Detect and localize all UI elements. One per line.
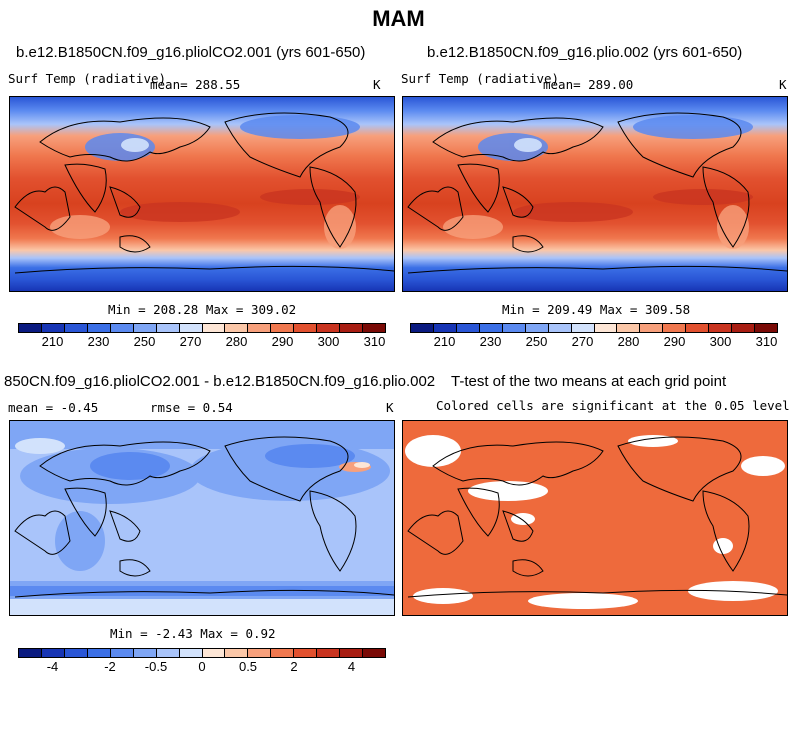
- colorbar-tick-label: 280: [225, 334, 248, 349]
- colorbar-tick-label: 210: [433, 334, 456, 349]
- colorbar-tick-label: 280: [617, 334, 640, 349]
- colorbar-swatch: [709, 324, 733, 332]
- colorbar-swatch: [133, 649, 157, 657]
- colorbar-swatch: [340, 324, 364, 332]
- colorbar-swatch: [294, 649, 318, 657]
- colorbar-tick-label: 210: [41, 334, 64, 349]
- colorbar-swatch: [732, 324, 756, 332]
- colorbar-swatch: [456, 324, 480, 332]
- colorbar-swatch: [479, 324, 503, 332]
- colorbar-tick-label: 2: [290, 659, 298, 674]
- panel1-map: [9, 96, 395, 292]
- colorbar-swatch: [617, 324, 641, 332]
- colorbar-swatch: [502, 324, 526, 332]
- colorbar-swatch: [110, 324, 134, 332]
- colorbar-swatch: [225, 324, 249, 332]
- colorbar-tick-label: 300: [317, 334, 340, 349]
- colorbar-swatch: [433, 324, 457, 332]
- colorbar-swatch: [41, 324, 65, 332]
- colorbar-swatch: [225, 649, 249, 657]
- colorbar-swatch: [271, 324, 295, 332]
- colorbar-swatch: [594, 324, 618, 332]
- colorbar-swatch: [179, 649, 203, 657]
- panel3-mean: mean = -0.45: [8, 400, 99, 415]
- colorbar-tick-label: 270: [571, 334, 594, 349]
- panel3-units: K: [386, 400, 394, 415]
- panel3-title: 850CN.f09_g16.pliolCO2.001 - b.e12.B1850…: [4, 373, 436, 390]
- colorbar-swatch: [248, 649, 272, 657]
- panel1-title: b.e12.B1850CN.f09_g16.pliolCO2.001 (yrs …: [16, 44, 366, 61]
- panel1-mean: mean= 288.55: [150, 77, 241, 92]
- panel2-units: K: [779, 77, 787, 92]
- colorbar-swatch: [64, 324, 88, 332]
- colorbar-swatch: [755, 324, 777, 332]
- colorbar-swatch: [179, 324, 203, 332]
- colorbar-swatch: [271, 649, 295, 657]
- colorbar-swatch: [64, 649, 88, 657]
- colorbar-swatch: [19, 649, 42, 657]
- colorbar-tick-label: 250: [133, 334, 156, 349]
- colorbar-swatch: [41, 649, 65, 657]
- colorbar-swatch: [294, 324, 318, 332]
- colorbar-tick-label: 310: [755, 334, 778, 349]
- colorbar-swatch: [525, 324, 549, 332]
- panel3-colorbar: [18, 648, 386, 658]
- colorbar-swatch: [202, 324, 226, 332]
- colorbar-tick-label: 230: [479, 334, 502, 349]
- panel2-colorbar: [410, 323, 778, 333]
- colorbar-swatch: [363, 324, 385, 332]
- colorbar-swatch: [317, 649, 341, 657]
- colorbar-swatch: [411, 324, 434, 332]
- colorbar-swatch: [87, 324, 111, 332]
- panel2-mean: mean= 289.00: [543, 77, 634, 92]
- colorbar-tick-label: 270: [179, 334, 202, 349]
- colorbar-tick-label: 0.5: [238, 659, 258, 674]
- panel3-map: [9, 420, 395, 616]
- panel1-minmax: Min = 208.28 Max = 309.02: [108, 302, 297, 317]
- panel2-minmax: Min = 209.49 Max = 309.58: [502, 302, 691, 317]
- panel4-subtitle: Colored cells are significant at the 0.0…: [436, 398, 790, 413]
- colorbar-tick-label: 0: [198, 659, 206, 674]
- colorbar-swatch: [202, 649, 226, 657]
- colorbar-tick-label: 300: [709, 334, 732, 349]
- colorbar-swatch: [571, 324, 595, 332]
- colorbar-swatch: [248, 324, 272, 332]
- colorbar-tick-label: 310: [363, 334, 386, 349]
- colorbar-tick-label: 4: [347, 659, 356, 674]
- colorbar-tick-label: 250: [525, 334, 548, 349]
- colorbar-swatch: [133, 324, 157, 332]
- colorbar-tick-label: 230: [87, 334, 110, 349]
- panel2-title: b.e12.B1850CN.f09_g16.plio.002 (yrs 601-…: [427, 44, 743, 61]
- colorbar-swatch: [110, 649, 134, 657]
- panel1-colorbar: [18, 323, 386, 333]
- colorbar-swatch: [317, 324, 341, 332]
- panel1-units: K: [373, 77, 381, 92]
- colorbar-swatch: [363, 649, 385, 657]
- panel1-variable-label: Surf Temp (radiative): [8, 71, 167, 86]
- colorbar-tick-label: 290: [663, 334, 686, 349]
- colorbar-swatch: [548, 324, 572, 332]
- colorbar-tick-label: -2: [104, 659, 116, 674]
- colorbar-swatch: [340, 649, 364, 657]
- panel2-map: [402, 96, 788, 292]
- colorbar-swatch: [156, 649, 180, 657]
- panel4-title: T-test of the two means at each grid poi…: [451, 373, 727, 390]
- colorbar-tick-label: 290: [271, 334, 294, 349]
- panel3-rmse: rmse = 0.54: [150, 400, 233, 415]
- panel3-minmax: Min = -2.43 Max = 0.92: [110, 626, 276, 641]
- colorbar-swatch: [686, 324, 710, 332]
- panel2-variable-label: Surf Temp (radiative): [401, 71, 560, 86]
- colorbar-tick-label: -0.5: [144, 659, 168, 674]
- colorbar-swatch: [156, 324, 180, 332]
- colorbar-swatch: [19, 324, 42, 332]
- panel4-map: [402, 420, 788, 616]
- colorbar-swatch: [87, 649, 111, 657]
- figure-title: MAM: [372, 6, 425, 31]
- colorbar-tick-label: -4: [46, 659, 59, 674]
- colorbar-swatch: [640, 324, 664, 332]
- colorbar-swatch: [663, 324, 687, 332]
